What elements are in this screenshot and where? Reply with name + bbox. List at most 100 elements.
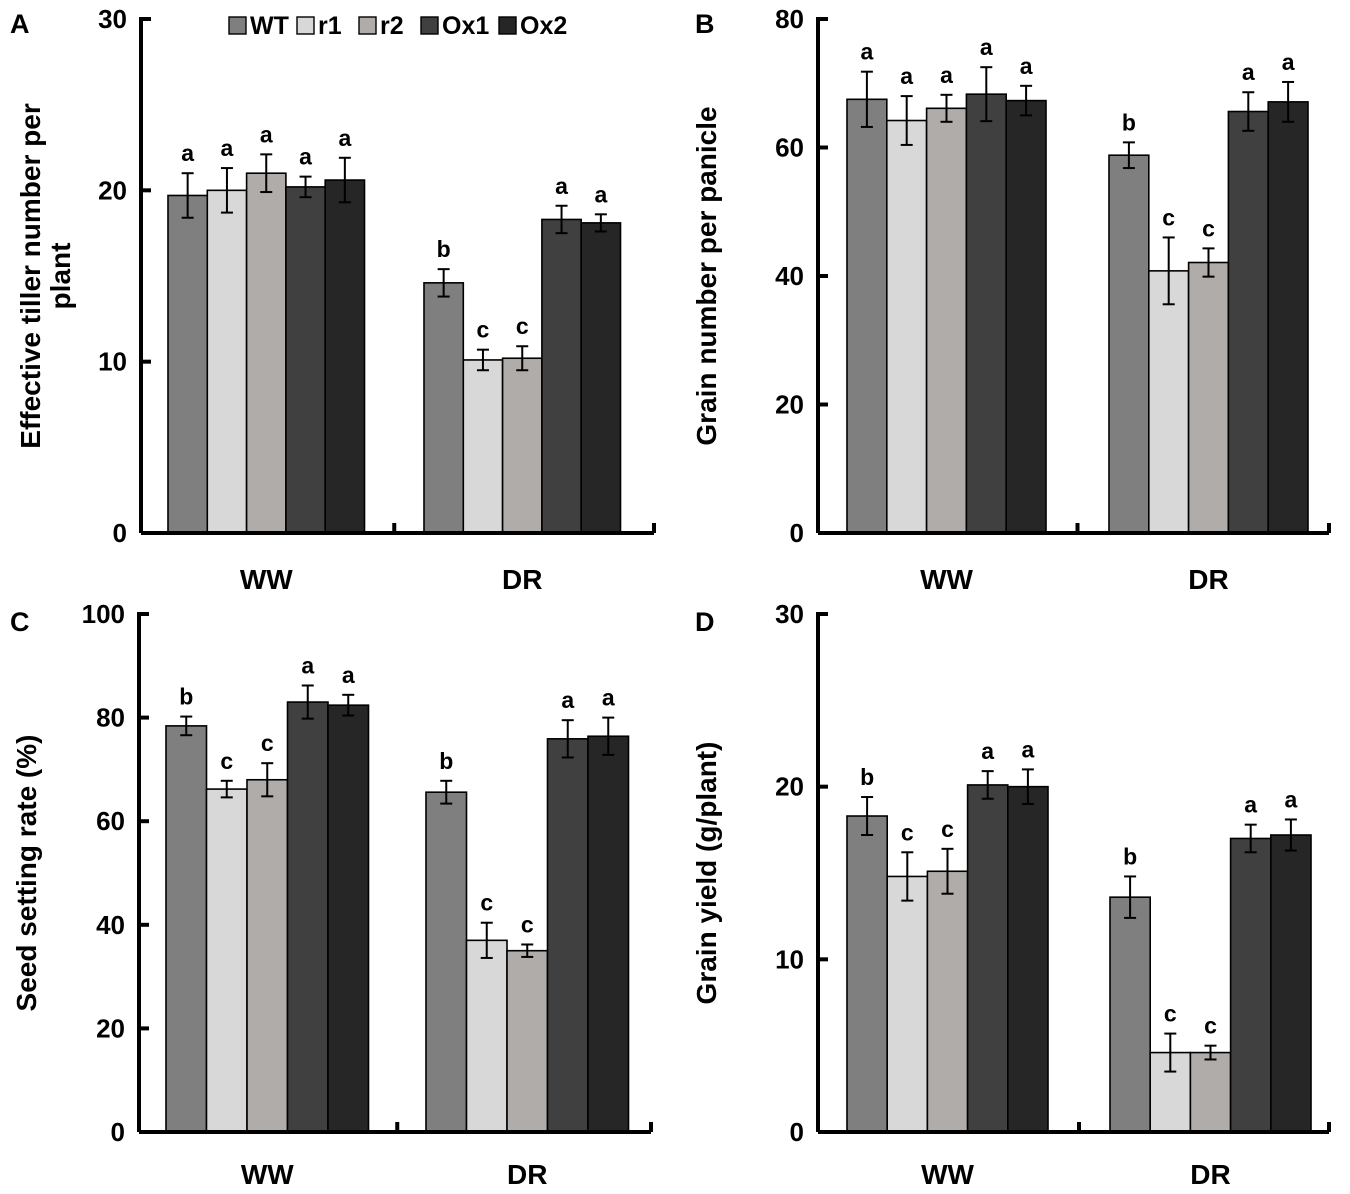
- legend-swatch: [228, 16, 247, 35]
- legend-swatch: [498, 16, 517, 35]
- significance-label: a: [221, 135, 234, 161]
- y-tick-label: 20: [775, 772, 804, 802]
- bar-wt-ww: [846, 815, 889, 1133]
- significance-label: a: [555, 173, 568, 199]
- y-tick-label: 30: [775, 599, 804, 629]
- significance-label: c: [1164, 1001, 1177, 1027]
- error-bar: [1202, 247, 1215, 278]
- panel-c: Cb c c a a WW b c c a a DR 0 20 40 60 80 100 Seed setting …: [10, 599, 653, 1190]
- bar-r2-dr: [1187, 261, 1230, 534]
- error-bar: [1284, 818, 1297, 852]
- significance-label: a: [299, 144, 312, 170]
- legend-item-r1: r1: [296, 12, 342, 40]
- bar-wt-dr: [1108, 154, 1150, 534]
- bar-wt-ww: [167, 194, 209, 534]
- y-axis-title: Seed setting rate (%): [11, 735, 42, 1012]
- bar-ox1-ww: [286, 701, 329, 1133]
- error-bar: [476, 348, 489, 372]
- significance-label: a: [338, 125, 351, 151]
- bar-ox1-dr: [1227, 110, 1270, 534]
- y-tick-label: 0: [790, 518, 804, 548]
- bar-ox2-ww: [324, 179, 366, 534]
- y-tick-label: 10: [98, 347, 127, 377]
- significance-label: a: [900, 63, 913, 89]
- bar-r1-ww: [885, 119, 928, 534]
- error-bar: [1124, 875, 1137, 919]
- significance-label: b: [439, 748, 453, 774]
- significance-label: a: [980, 34, 993, 60]
- error-bar: [602, 716, 615, 756]
- significance-label: c: [1202, 215, 1215, 241]
- y-tick-label: 40: [775, 261, 804, 291]
- error-bar: [561, 719, 574, 759]
- bar-r2-dr: [1189, 1051, 1232, 1133]
- y-axis-title: Effective tiller number perplant: [15, 103, 76, 449]
- significance-label: a: [561, 687, 574, 713]
- bar-ox1-dr: [546, 738, 589, 1133]
- significance-label: c: [941, 816, 954, 842]
- error-bar: [301, 684, 314, 720]
- legend-label: Ox1: [442, 12, 489, 40]
- legend-item-r2: r2: [358, 12, 404, 40]
- legend-swatch: [420, 16, 439, 35]
- significance-label: a: [260, 121, 273, 147]
- y-tick-label: 20: [98, 175, 127, 205]
- panel-d: Db c c a a WW b c c a a DR 0 10 20 30 Grain yield (g/pla…: [691, 599, 1331, 1190]
- y-tick-label: 0: [111, 1117, 125, 1147]
- significance-label: a: [1020, 53, 1033, 79]
- error-bar: [981, 770, 994, 800]
- bar-r2-ww: [246, 778, 289, 1133]
- legend-swatch: [296, 16, 315, 35]
- significance-label: a: [1022, 736, 1035, 762]
- y-tick-label: 40: [96, 910, 125, 940]
- error-bar: [516, 345, 529, 372]
- y-axis-title: Grain yield (g/plant): [691, 742, 722, 1005]
- panel-label: D: [695, 607, 715, 637]
- significance-label: a: [1285, 786, 1298, 812]
- legend-label: r1: [318, 12, 342, 40]
- panel-label: C: [10, 607, 30, 637]
- error-bar: [437, 268, 450, 298]
- legend-label: r2: [380, 12, 404, 40]
- error-bar: [220, 779, 233, 799]
- significance-label: c: [1162, 204, 1175, 230]
- error-bar: [1020, 84, 1033, 117]
- y-tick-label: 0: [113, 518, 127, 548]
- bar-r2-ww: [926, 870, 969, 1133]
- panel-label: A: [10, 9, 30, 39]
- significance-label: c: [901, 819, 914, 845]
- category-label: DR: [1188, 564, 1228, 595]
- panel-label: B: [695, 9, 715, 39]
- bar-ox2-ww: [1005, 99, 1047, 534]
- y-tick-label: 10: [775, 944, 804, 974]
- error-bar: [1122, 141, 1135, 170]
- significance-label: a: [342, 662, 355, 688]
- y-tick-label: 30: [98, 4, 127, 34]
- error-bar: [1021, 768, 1034, 805]
- bar-wt-ww: [165, 725, 208, 1133]
- error-bar: [181, 172, 194, 219]
- significance-label: c: [477, 317, 490, 343]
- error-bar: [260, 153, 273, 194]
- significance-label: a: [1244, 792, 1257, 818]
- significance-label: b: [1122, 109, 1136, 135]
- y-tick-label: 60: [96, 806, 125, 836]
- error-bar: [440, 779, 453, 805]
- bar-r2-ww: [245, 172, 287, 534]
- category-label: DR: [507, 1159, 547, 1189]
- legend-item-ox1: Ox1: [420, 12, 489, 40]
- significance-label: a: [861, 39, 874, 65]
- bar-r1-dr: [465, 939, 508, 1133]
- category-label: WW: [240, 564, 293, 595]
- bar-ox2-dr: [587, 735, 630, 1133]
- error-bar: [1162, 236, 1175, 306]
- category-label: WW: [921, 1159, 974, 1189]
- legend: WT r1 r2 Ox1 Ox2: [228, 12, 567, 40]
- significance-label: b: [179, 684, 193, 710]
- significance-label: a: [1282, 49, 1295, 75]
- error-bar: [861, 796, 874, 837]
- significance-label: a: [1242, 59, 1255, 85]
